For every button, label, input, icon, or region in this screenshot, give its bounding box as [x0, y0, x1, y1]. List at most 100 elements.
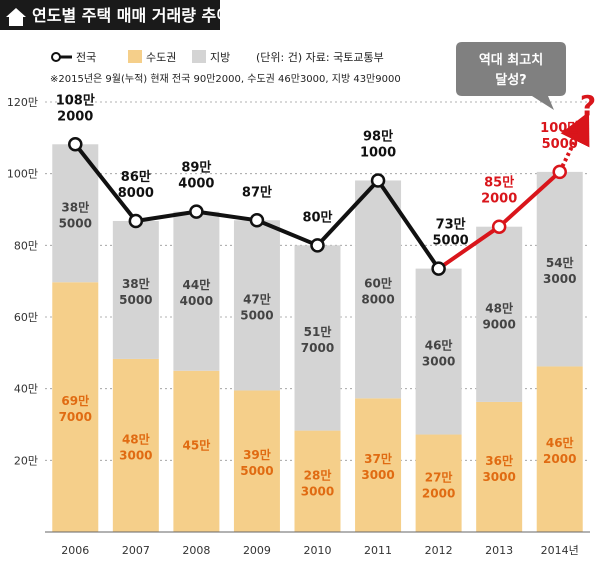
bar-regional-label-sub: 5000 [59, 216, 92, 230]
national-point [249, 213, 265, 228]
national-value-label: 73만 [436, 217, 466, 233]
national-value-label-sub: 8000 [118, 186, 154, 201]
bar-capital-label-sub: 7000 [59, 410, 92, 424]
bars [52, 144, 583, 532]
callout-line2: 달성? [495, 73, 526, 88]
national-value-label-sub: 2000 [57, 109, 93, 124]
bar-capital [233, 390, 280, 532]
bar-regional-label: 44만 [183, 277, 211, 292]
bar-regional-label: 46만 [425, 338, 453, 353]
legend-background [45, 42, 390, 89]
bar-regional [173, 211, 220, 371]
x-tick-label: 2010 [304, 544, 332, 557]
bar-regional-label-sub: 5000 [240, 308, 273, 322]
bar-capital-label-sub: 3000 [361, 468, 394, 482]
bar-capital [112, 358, 159, 532]
bar-capital [173, 370, 220, 532]
national-value-label: 86만 [121, 169, 151, 185]
x-tick-label: 2012 [425, 544, 453, 557]
bar-capital [355, 398, 402, 532]
x-tick-label: 2007 [122, 544, 150, 557]
national-value-label-sub: 1000 [360, 145, 396, 160]
bar-regional-label: 48만 [485, 300, 513, 315]
national-point [491, 219, 507, 234]
bar-regional-label-sub: 3000 [422, 355, 455, 369]
legend-regional: 지방 [192, 50, 230, 64]
projection-arrow [557, 111, 590, 173]
bar-regional-label: 47만 [243, 291, 271, 306]
bar-capital-label-sub: 2000 [422, 486, 455, 500]
bar-capital-label: 36만 [485, 453, 513, 468]
bar-regional [476, 226, 523, 402]
y-tick-label: 100만 [7, 168, 38, 181]
bar-capital-label-sub: 3000 [301, 484, 334, 498]
legend-capital-label: 수도권 [146, 51, 176, 64]
bar-labels: 69만 7000 38만 5000 48만 3000 38만 5000 45만 44만 4000 39… [59, 199, 577, 500]
header-background [0, 0, 220, 30]
y-tick-label: 40만 [14, 383, 38, 396]
bar-regional [233, 220, 280, 391]
bar-capital-label-sub: 3000 [482, 470, 515, 484]
national-line-group: 108만200086만800089만400087만80만98만100073만50… [56, 92, 590, 276]
callout-bubble [456, 42, 566, 110]
bar-capital [415, 434, 462, 532]
legend-capital: 수도권 [128, 50, 176, 64]
y-tick-label: 60만 [14, 311, 38, 324]
bar-capital [294, 430, 341, 532]
national-point [128, 213, 144, 229]
bar-capital-label: 37만 [364, 451, 392, 466]
x-tick-label: 2013 [485, 544, 513, 557]
national-point [431, 261, 446, 276]
bar-capital-label-sub: 3000 [119, 448, 152, 462]
bar-capital-label-sub: 2000 [543, 452, 576, 466]
bar-regional [294, 245, 341, 431]
bar-regional-label-sub: 4000 [180, 294, 213, 308]
bar-capital-label: 69만 [61, 393, 89, 408]
bar-regional-label-sub: 9000 [482, 317, 515, 331]
legend: 전국 수도권 지방 (단위: 건) 자료: 국토교통부 ※2015년은 9월(누… [45, 42, 401, 89]
national-value-label: 100만 [540, 120, 579, 136]
x-tick-label: 2006 [61, 544, 89, 557]
bar-regional-label-sub: 8000 [361, 292, 394, 306]
x-tick-label: 2014년 [541, 544, 579, 557]
national-value-label-sub: 5000 [433, 234, 469, 249]
x-axis-ticks: 2006 2007 2008 2009 2010 2011 2012 2013 2014년 [61, 544, 579, 557]
national-point [370, 173, 386, 188]
header: 연도별 주택 매매 거래량 추이 [0, 0, 231, 30]
callout: 역대 최고치 달성? ? [456, 42, 596, 122]
bar-capital-label: 48만 [122, 431, 150, 446]
national-value-label: 80만 [302, 209, 332, 225]
y-axis-ticks: 20만 40만 60만 80만 100만 120만 [7, 96, 38, 467]
x-tick-label: 2009 [243, 544, 271, 557]
national-value-label: 89만 [181, 160, 211, 176]
legend-national: 전국 [51, 51, 96, 64]
y-tick-label: 20만 [14, 454, 38, 467]
national-value-label-sub: 4000 [178, 177, 214, 192]
national-value-label: 98만 [363, 128, 393, 144]
bar-regional-label-sub: 5000 [119, 293, 152, 307]
bar-regional [415, 268, 462, 435]
national-value-label-sub: 2000 [481, 192, 517, 207]
bar-capital-label: 39만 [243, 447, 271, 462]
bar-capital-label: 45만 [183, 437, 211, 452]
bar-regional-label: 38만 [122, 276, 150, 291]
bar-regional [112, 220, 159, 359]
national-point [552, 164, 567, 180]
bar-regional-label: 60만 [364, 275, 392, 290]
footnote: ※2015년은 9월(누적) 현재 전국 90만2000, 수도권 46만300… [50, 73, 401, 85]
national-point [189, 204, 204, 219]
national-point [68, 137, 83, 152]
legend-source: (단위: 건) 자료: 국토교통부 [256, 51, 384, 64]
bar-capital-label-sub: 5000 [240, 464, 273, 478]
x-tick-label: 2008 [182, 544, 210, 557]
y-tick-label: 120만 [7, 96, 38, 109]
chart-title: 연도별 주택 매매 거래량 추이 [32, 6, 231, 25]
bar-capital [536, 366, 583, 532]
bar-capital [52, 282, 99, 532]
legend-regional-label: 지방 [210, 51, 230, 64]
callout-line1: 역대 최고치 [479, 52, 543, 68]
national-value-label: 108만 [56, 92, 95, 108]
x-tick-label: 2011 [364, 544, 392, 557]
bar-regional-label-sub: 3000 [543, 272, 576, 286]
